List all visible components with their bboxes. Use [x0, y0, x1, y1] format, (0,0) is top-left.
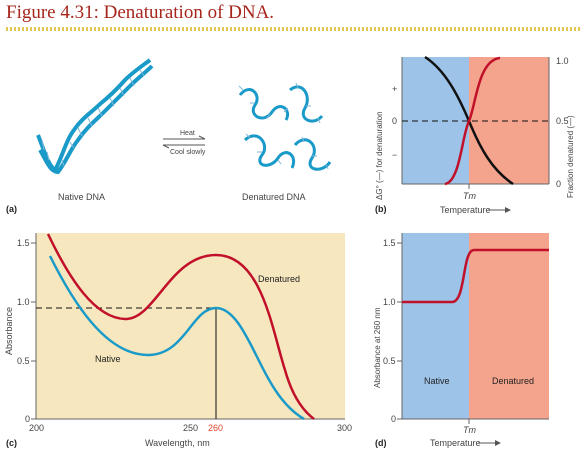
c-xtick-300: 300: [337, 423, 352, 433]
cool-slowly-label: Cool slowly: [170, 149, 206, 156]
c-ytick-05: 0.5: [17, 356, 30, 366]
panel-a: Native DNA Heat Cool slowly Denatured DN…: [6, 58, 332, 214]
native-absorbance-curve: [48, 255, 305, 421]
c-ytick-0: 0: [25, 414, 30, 424]
c-xtick-250: 250: [183, 423, 198, 433]
d-tm-label: Tm: [463, 425, 476, 435]
d-absorbance-curve: [402, 248, 549, 304]
panel-b-tag: (b): [375, 204, 387, 214]
b-left-tick-plus: +: [392, 84, 397, 94]
panel-b: + 0 − 1.0 0.5 0 Tm Temperature ΔG° (—) f…: [375, 55, 575, 215]
figure-title: Figure 4.31: Denaturation of DNA.: [6, 2, 275, 23]
d-denatured-region: [469, 233, 549, 419]
native-dna-label: Native DNA: [58, 192, 105, 202]
d-ytick-05: 0.5: [383, 356, 396, 366]
native-dna-helix: [36, 58, 154, 175]
b-left-tick-zero: 0: [392, 116, 397, 126]
d-ytick-15: 1.5: [383, 238, 396, 248]
fraction-denatured-curve: [444, 56, 501, 186]
d-denatured-region-label: Denatured: [492, 376, 534, 386]
title-divider: [6, 27, 580, 31]
denatured-absorbance-curve: [46, 233, 315, 420]
c-ytick-15: 1.5: [17, 238, 30, 248]
c-denatured-label: Denatured: [258, 274, 300, 284]
denatured-dna-label: Denatured DNA: [242, 192, 306, 202]
b-ylabel-right: Fraction denatured (—): [566, 115, 575, 198]
c-xtick-260: 260: [208, 423, 223, 433]
panel-a-tag: (a): [6, 204, 17, 214]
d-native-region: [402, 233, 469, 419]
b-left-tick-minus: −: [392, 150, 397, 160]
panel-d: 0 0.5 1.0 1.5 Tm Native Denatured Temper…: [373, 233, 549, 448]
d-native-region-label: Native: [424, 376, 450, 386]
b-tm-label: Tm: [463, 191, 476, 201]
b-right-tick-0: 0: [556, 179, 561, 189]
equilibrium-arrows: [162, 135, 206, 149]
b-right-tick-1: 1.0: [556, 56, 569, 66]
panel-d-tag: (d): [375, 438, 387, 448]
d-ytick-0: 0: [391, 414, 396, 424]
c-ylabel: Absorbance: [4, 307, 14, 355]
heat-label: Heat: [180, 130, 195, 137]
c-ytick-10: 1.0: [17, 297, 30, 307]
b-ylabel-left: ΔG° (—) for denaturation: [375, 111, 384, 200]
panel-c-tag: (c): [6, 438, 17, 448]
d-xlabel: Temperature: [430, 438, 481, 448]
c-native-label: Native: [95, 354, 121, 364]
c-xlabel: Wavelength, nm: [145, 438, 210, 448]
c-xtick-200: 200: [29, 423, 44, 433]
b-xlabel: Temperature: [440, 205, 491, 215]
b-right-tick-05: 0.5: [556, 116, 569, 126]
panel-c: 0 0.5 1.0 1.5 200 250 260 300 Denatured …: [4, 233, 352, 448]
d-ylabel: Absorbance at 260 nm: [373, 307, 382, 388]
d-ytick-10: 1.0: [383, 297, 396, 307]
denatured-dna-strands: [238, 85, 332, 171]
